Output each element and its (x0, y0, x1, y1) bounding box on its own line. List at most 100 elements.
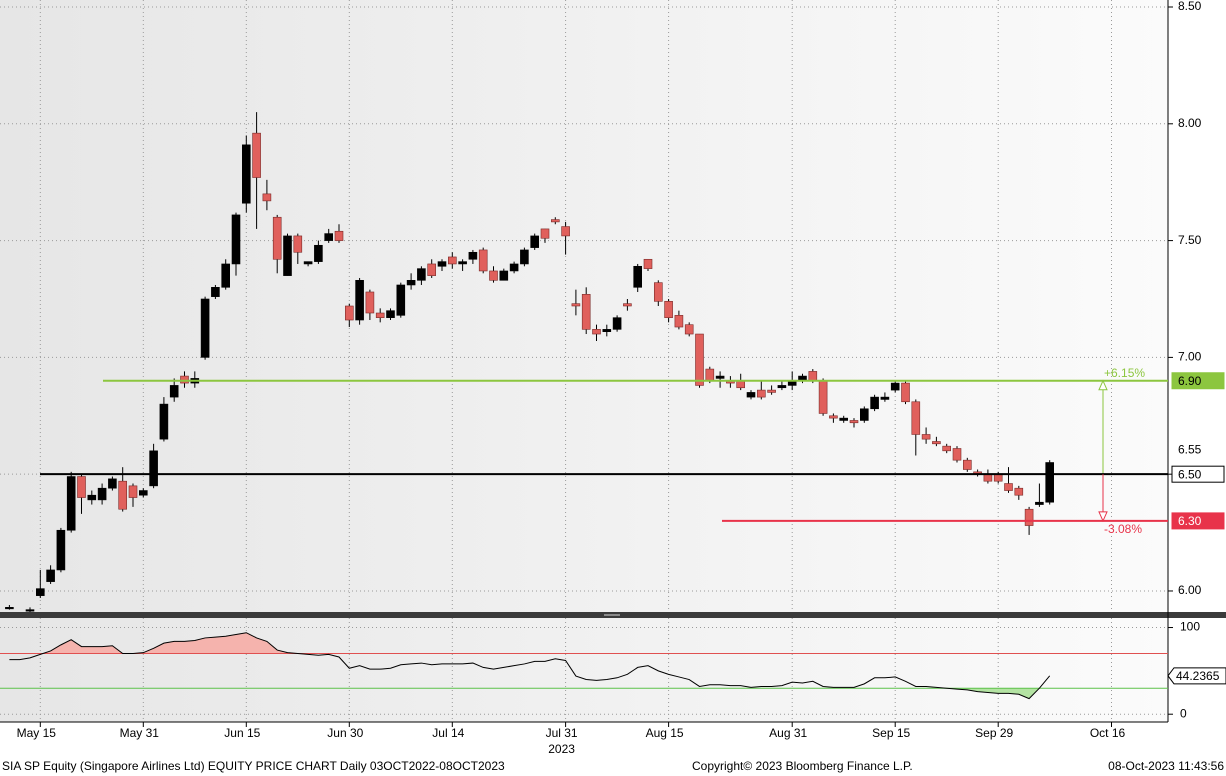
candle-body (901, 382, 910, 403)
candle-body (684, 324, 694, 335)
candle-body (169, 385, 179, 398)
x-tick-label: Jun 15 (224, 726, 260, 740)
candle-body (839, 417, 849, 421)
candle-body (932, 441, 941, 445)
candle-body (200, 298, 210, 358)
x-tick-label: Aug 15 (646, 726, 684, 740)
level-label: 6.50 (1178, 467, 1202, 481)
candle-body (1035, 501, 1044, 505)
candle-body (159, 403, 169, 440)
level-box (1171, 372, 1225, 390)
last-value-box (1167, 667, 1226, 685)
overbought-fill (9, 632, 1050, 654)
candle-body (355, 280, 364, 321)
y-tick-label: 100 (1180, 620, 1200, 634)
candle-body (231, 214, 241, 265)
rsi-line (9, 632, 1051, 700)
oversold-fill (946, 688, 1040, 699)
candle-body (715, 375, 725, 379)
change-label: +6.15% (1104, 366, 1145, 380)
candle-body (386, 310, 395, 318)
candle-body (406, 280, 416, 286)
change-label: -3.08% (1104, 522, 1142, 536)
level-box (1171, 465, 1225, 483)
candle-body (612, 317, 622, 330)
candle-body (870, 396, 879, 410)
candle-body (509, 263, 519, 272)
candle-body (674, 315, 684, 328)
candle-body (437, 261, 447, 267)
price-plot: +6.15% -3.08% (0, 0, 1168, 612)
candle-body (499, 270, 509, 281)
axes: May 15 May 31 Jun 15 Jun 30 Jul 14 Jul 31 Aug … (17, 0, 1226, 756)
candle-body (643, 258, 653, 269)
candle-body (489, 270, 498, 281)
footer-right: 08-Oct-2023 11:43:56 (1108, 759, 1224, 773)
candle-body (396, 284, 406, 316)
candle-body (942, 445, 952, 452)
candle-body (180, 375, 189, 384)
candle-body (77, 476, 86, 498)
y-tick-label: 7.00 (1178, 350, 1202, 364)
candle-body (365, 291, 375, 314)
candle-body (818, 380, 828, 414)
rsi-plot (0, 618, 1168, 722)
candle-body (46, 569, 55, 582)
candle-body (653, 282, 663, 302)
separator-handle[interactable] (604, 614, 620, 616)
candle-body (66, 476, 76, 531)
candle-body (602, 329, 612, 332)
candle-body (468, 251, 478, 260)
x-tick-label: Sep 15 (872, 726, 910, 740)
y-tick-label: 8.00 (1178, 116, 1202, 130)
x-tick-label: Jul 14 (432, 726, 464, 740)
candle-body (829, 415, 838, 419)
candle-body (890, 382, 900, 391)
y-tick-label: 6.00 (1178, 583, 1202, 597)
candle-body (581, 294, 591, 330)
x-tick-label: Aug 31 (769, 726, 807, 740)
candle-body (324, 233, 334, 241)
candle-body (334, 230, 344, 241)
candle-body (767, 389, 776, 393)
x-tick-label: Jun 30 (327, 726, 363, 740)
candle-body (530, 235, 540, 248)
candle-body (447, 256, 457, 265)
x-tick-label: Oct 16 (1090, 726, 1126, 740)
candle-body (417, 268, 426, 281)
candle-body (736, 380, 746, 389)
candle-body (478, 249, 488, 272)
candle-body (571, 303, 581, 307)
arrow-head (1098, 511, 1108, 523)
candle-body (756, 389, 766, 398)
candle-body (540, 228, 550, 239)
y-tick-label: 7.50 (1178, 233, 1202, 247)
candle-body (211, 287, 220, 297)
rsi-panel (0, 618, 1168, 722)
candle-body (87, 494, 97, 501)
candle-body (520, 249, 529, 265)
x-tick-label: May 15 (17, 726, 57, 740)
candle-body (242, 144, 251, 204)
candle-body (808, 371, 818, 382)
candle-body (139, 490, 148, 496)
candle-body (633, 265, 643, 288)
candle-body (97, 487, 107, 501)
candle-body (859, 408, 869, 421)
candle-body (314, 244, 323, 262)
level-label: 6.90 (1178, 374, 1202, 388)
candle-body (272, 216, 282, 260)
candle-body (458, 261, 467, 265)
candle-body (149, 450, 158, 487)
candle-body (849, 420, 859, 424)
candle-body (550, 219, 560, 223)
candle-body (283, 235, 292, 276)
candle-body (1024, 508, 1034, 526)
candle-body (921, 434, 931, 440)
candle-body (5, 607, 14, 610)
candle-body (1004, 483, 1013, 491)
candle-body (108, 478, 117, 489)
candle-body (746, 392, 756, 398)
candle-body (962, 459, 972, 470)
